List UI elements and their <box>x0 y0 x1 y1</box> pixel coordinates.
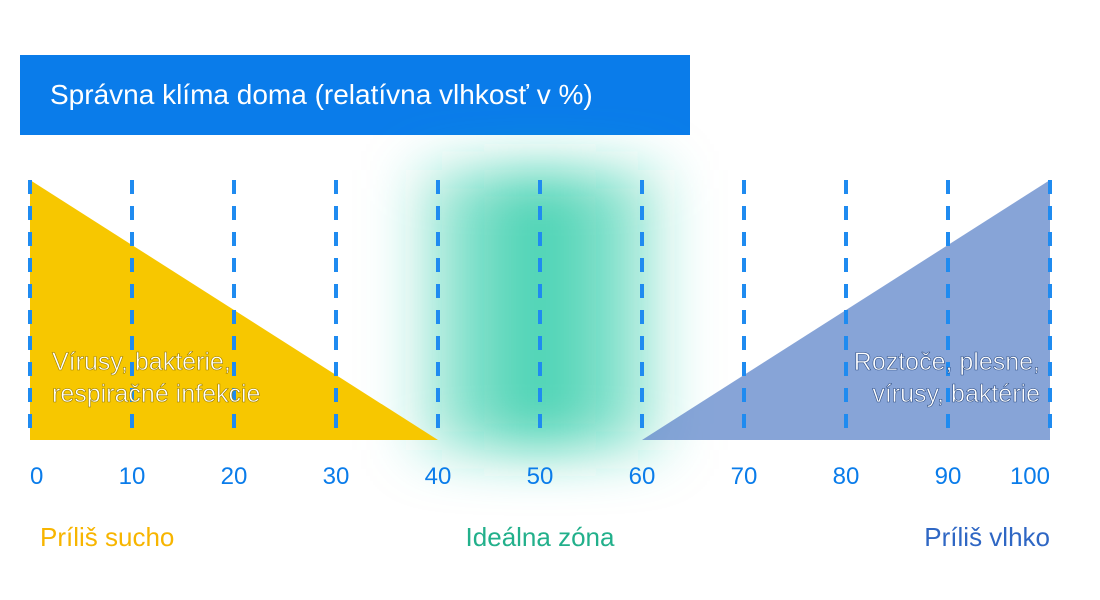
xaxis-tick-label: 100 <box>1010 463 1050 490</box>
wet-risk-label-line-1: vírusy, baktérie <box>872 380 1040 408</box>
wet-risk-label-line-0: Roztoče, plesne, <box>854 348 1040 376</box>
xaxis-tick-label: 10 <box>119 463 146 490</box>
xaxis-tick-label: 30 <box>323 463 350 490</box>
zone-label-dry: Príliš sucho <box>40 522 174 552</box>
zone-label-ideal: Ideálna zóna <box>466 522 615 552</box>
xaxis-tick-label: 90 <box>935 463 962 490</box>
xaxis-tick-label: 20 <box>221 463 248 490</box>
xaxis-tick-label: 60 <box>629 463 656 490</box>
dry-risk-label-line-0: Vírusy, baktérie, <box>52 348 231 376</box>
humidity-chart: Vírusy, baktérie, respiračné infekcie Rozt… <box>0 0 1100 600</box>
xaxis-tick-label: 0 <box>30 463 43 490</box>
xaxis-tick-label: 80 <box>833 463 860 490</box>
dry-risk-label-line-1: respiračné infekcie <box>52 380 260 408</box>
xaxis-tick-label: 50 <box>527 463 554 490</box>
zone-label-wet: Príliš vlhko <box>924 522 1050 552</box>
xaxis-tick-label: 40 <box>425 463 452 490</box>
xaxis-tick-label: 70 <box>731 463 758 490</box>
